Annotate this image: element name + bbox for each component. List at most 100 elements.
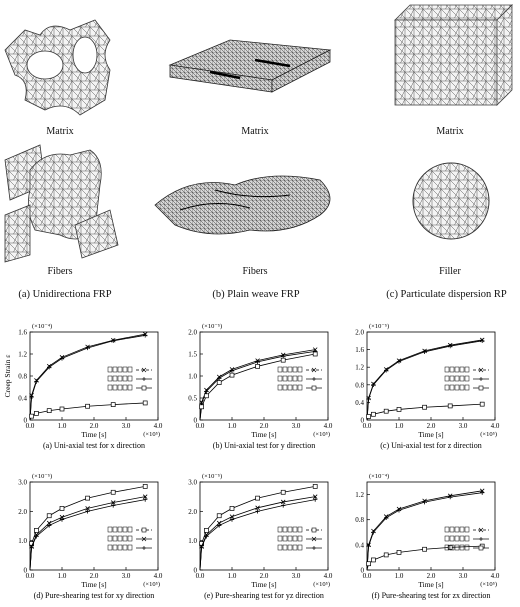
- x-tick-label: 1.0: [228, 572, 237, 580]
- model-caption: (a) Unidirectiona FRP: [18, 289, 112, 300]
- data-point: [29, 413, 34, 419]
- x-tick-label: 2.0: [260, 422, 269, 430]
- data-point: [34, 411, 39, 416]
- y-tick-label: 0.8: [355, 381, 364, 389]
- data-point: [383, 552, 389, 558]
- chart-title: (a) Uni-axial test for x direction: [43, 441, 145, 450]
- y-tick-label: 0: [361, 417, 365, 425]
- legend-marker: [141, 527, 147, 533]
- x-tick-label: 4.0: [324, 572, 333, 580]
- data-point: [217, 523, 222, 528]
- legend-box: [127, 535, 133, 542]
- data-point: [480, 490, 485, 495]
- data-point: [383, 408, 389, 414]
- x-axis-label: Time [s]: [418, 580, 443, 589]
- legend-box: [107, 544, 113, 551]
- legend-box: [282, 375, 288, 382]
- x-tick-label: 3.0: [122, 572, 131, 580]
- y-exponent: (×10⁻⁴): [32, 323, 52, 330]
- data-point: [312, 484, 318, 489]
- legend-box: [459, 366, 465, 373]
- x-tick-label: 2.0: [90, 422, 99, 430]
- legend-box: [459, 384, 465, 391]
- legend-box: [449, 384, 455, 391]
- data-point: [447, 403, 453, 409]
- legend-marker: [311, 536, 317, 542]
- legend-box: [287, 384, 293, 391]
- y-tick-label: 0: [194, 567, 198, 575]
- x-tick-label: 2.0: [90, 572, 99, 580]
- legend-box: [117, 384, 123, 391]
- x-tick-label: 4.0: [491, 572, 500, 580]
- x-tick-label: 4.0: [154, 572, 163, 580]
- data-point: [110, 500, 116, 505]
- legend-box: [292, 526, 298, 533]
- data-point: [199, 544, 204, 550]
- data-point: [85, 495, 90, 501]
- y-tick-label: 1.2: [18, 351, 27, 359]
- chart-panel: 0.0 1.0 2.0 3.0 4.0 0 0.4 0.8 1.2 1.6 2.0 (×10⁻⁵) (×…: [355, 323, 500, 450]
- data-point: [34, 379, 39, 384]
- chart-panel: 0.0 1.0 2.0 3.0 4.0 0 1.0 2.0 3.0 (×10⁻⁵) (×10⁵) Ti…: [18, 473, 163, 600]
- x-exponent: (×10⁵): [313, 431, 330, 438]
- legend-box: [282, 366, 288, 373]
- plain-weave-matrix-mesh: [168, 39, 332, 93]
- data-point: [255, 509, 260, 514]
- mesh-label: Fibers: [242, 266, 268, 277]
- data-point: [46, 408, 52, 414]
- legend-box: [287, 544, 293, 551]
- x-axis-label: Time [s]: [81, 430, 106, 439]
- data-point: [312, 494, 318, 499]
- x-tick-label: 4.0: [154, 422, 163, 430]
- legend-marker: [141, 536, 147, 542]
- y-tick-label: 0.8: [18, 373, 27, 381]
- legend-box: [127, 526, 133, 533]
- y-tick-label: 1.2: [355, 491, 364, 499]
- legend-box: [292, 375, 298, 382]
- x-exponent: (×10⁵): [143, 431, 160, 438]
- legend-box: [459, 526, 465, 533]
- legend-box: [454, 366, 460, 373]
- legend-marker: [142, 546, 146, 550]
- data-point: [384, 515, 389, 521]
- legend-marker: [478, 545, 484, 551]
- legend-box: [112, 366, 118, 373]
- x-tick-label: 4.0: [324, 422, 333, 430]
- legend-box: [287, 535, 293, 542]
- data-point: [371, 530, 376, 535]
- legend-box: [287, 366, 293, 373]
- data-point: [216, 513, 222, 519]
- data-point: [255, 495, 260, 501]
- legend-box: [449, 544, 455, 551]
- particulate-matrix-mesh: [394, 4, 513, 106]
- legend-box: [292, 544, 298, 551]
- data-point: [448, 343, 453, 349]
- data-point: [143, 497, 148, 502]
- legend-box: [292, 384, 298, 391]
- x-tick-label: 0.0: [196, 572, 205, 580]
- data-point: [366, 561, 371, 567]
- y-tick-label: 1.6: [355, 346, 364, 354]
- legend-marker: [311, 367, 317, 373]
- x-tick-label: 3.0: [459, 572, 468, 580]
- legend-box: [454, 544, 460, 551]
- data-point: [111, 503, 116, 508]
- legend-box: [464, 535, 470, 542]
- chart-panel: 0.0 1.0 2.0 3.0 4.0 0 1.0 2.0 3.0 (×10⁻⁵) (×10⁵) Ti…: [188, 473, 333, 600]
- data-point: [229, 517, 235, 522]
- legend-box: [117, 535, 123, 542]
- legend-box: [122, 366, 128, 373]
- legend-box: [107, 526, 113, 533]
- data-point: [255, 363, 260, 369]
- data-point: [229, 514, 235, 519]
- chart-title: (b) Uni-axial test for y direction: [213, 441, 315, 450]
- data-point: [371, 382, 376, 387]
- legend-box: [117, 526, 123, 533]
- y-tick-label: 0.8: [355, 516, 364, 524]
- legend-box: [287, 526, 293, 533]
- chart-title: (d) Pure-shearing test for xy direction: [34, 591, 155, 600]
- x-exponent: (×10⁵): [313, 581, 330, 588]
- legend-box: [444, 366, 450, 373]
- legend-box: [297, 544, 303, 551]
- data-point: [396, 508, 402, 513]
